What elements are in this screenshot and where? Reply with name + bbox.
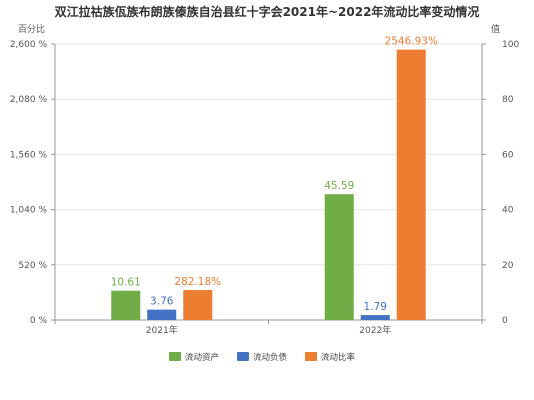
x-category-label: 2022年 <box>359 324 391 336</box>
data-label: 282.18% <box>174 276 221 288</box>
right-tick-label: 60 <box>502 150 514 160</box>
legend-swatch <box>237 352 249 361</box>
data-label: 2546.93% <box>385 36 438 48</box>
data-labels: 10.61 45.59 3.76 1.79 282.18% 2546.93% <box>111 36 438 313</box>
left-axis-label: 百分比 <box>18 23 45 35</box>
bars <box>111 49 426 321</box>
legend-label: 流动比率 <box>321 352 356 363</box>
right-tick-label: 80 <box>502 95 514 105</box>
chart-title: 双江拉祜族佤族布朗族傣族自治县红十字会2021年~2022年流动比率变动情况 <box>55 4 480 19</box>
legend-label: 流动资产 <box>185 352 219 363</box>
right-tick-label: 100 <box>502 40 519 50</box>
left-tick-label: 2,080 % <box>10 95 48 105</box>
left-tick-label: 1,040 % <box>10 206 48 216</box>
data-label: 10.61 <box>111 277 141 289</box>
legend-swatch <box>169 352 181 361</box>
left-tick-label: 0 % <box>30 316 48 326</box>
legend-item: 流动资产 <box>169 352 219 363</box>
data-label: 3.76 <box>150 296 174 308</box>
bar-流动比率 <box>183 290 213 320</box>
legend-item: 流动比率 <box>305 352 356 363</box>
legend-swatch <box>305 352 317 361</box>
axes: 0 % 0 520 % 20 1,040 % 40 1,560 % 60 2,080 % 80 2,… <box>10 40 520 336</box>
right-tick-label: 40 <box>502 206 514 216</box>
legend-label: 流动负债 <box>253 352 288 363</box>
x-category-label: 2021年 <box>146 324 178 336</box>
data-label: 1.79 <box>364 301 387 313</box>
left-tick-label: 2,600 % <box>10 40 48 50</box>
bar-流动资产 <box>324 194 354 320</box>
left-tick-label: 520 % <box>18 261 47 271</box>
legend-item: 流动负债 <box>237 352 288 363</box>
legend: 流动资产 流动负债 流动比率 <box>169 352 356 363</box>
right-tick-label: 20 <box>502 261 514 271</box>
bar-流动负债 <box>360 315 390 320</box>
bar-流动资产 <box>111 290 141 320</box>
left-tick-label: 1,560 % <box>10 150 48 160</box>
data-label: 45.59 <box>324 180 354 192</box>
right-axis-label: 值 <box>491 23 500 35</box>
right-tick-label: 0 <box>502 316 508 326</box>
bar-流动负债 <box>147 309 177 320</box>
bar-流动比率 <box>396 49 426 321</box>
